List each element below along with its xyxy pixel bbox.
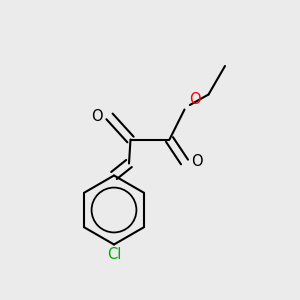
Text: Cl: Cl [107,247,121,262]
Text: O: O [191,154,203,169]
Text: O: O [189,92,201,107]
Text: O: O [91,109,103,124]
